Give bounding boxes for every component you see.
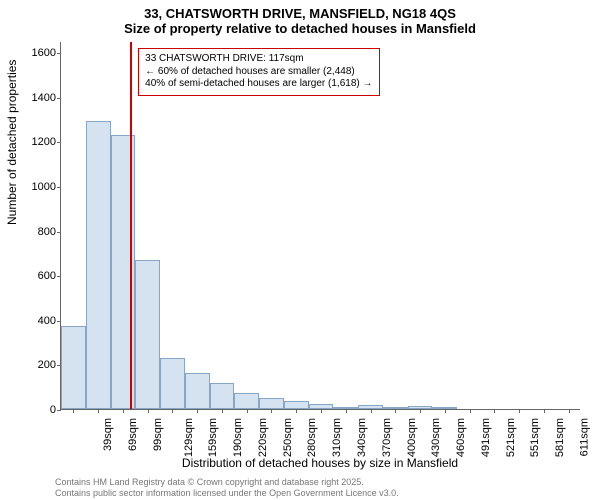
histogram-bar: [259, 398, 284, 409]
x-tick: [222, 409, 223, 413]
histogram-bar: [135, 260, 160, 409]
x-tick: [123, 409, 124, 413]
x-tick: [98, 409, 99, 413]
x-tick-label: 69sqm: [127, 418, 139, 451]
x-tick-label: 430sqm: [430, 418, 442, 457]
x-tick: [271, 409, 272, 413]
x-tick: [569, 409, 570, 413]
histogram-bar: [160, 358, 185, 409]
y-axis-label: Number of detached properties: [5, 60, 19, 225]
x-tick-label: 190sqm: [232, 418, 244, 457]
footer-attribution: Contains HM Land Registry data © Crown c…: [55, 477, 399, 498]
chart-container: 33, CHATSWORTH DRIVE, MANSFIELD, NG18 4Q…: [0, 0, 600, 500]
x-tick: [321, 409, 322, 413]
y-tick: [57, 232, 61, 233]
y-tick-label: 400: [38, 315, 56, 327]
x-tick: [247, 409, 248, 413]
callout-box: 33 CHATSWORTH DRIVE: 117sqm← 60% of deta…: [138, 48, 379, 96]
histogram-bar: [86, 121, 111, 409]
histogram-bar: [210, 383, 235, 409]
x-tick: [73, 409, 74, 413]
y-tick: [57, 410, 61, 411]
y-tick-label: 200: [38, 359, 56, 371]
x-tick-label: 491sqm: [480, 418, 492, 457]
footer-line-2: Contains public sector information licen…: [55, 488, 399, 498]
x-tick: [420, 409, 421, 413]
x-tick-label: 220sqm: [257, 418, 269, 457]
plot-area: 33 CHATSWORTH DRIVE: 117sqm← 60% of deta…: [60, 42, 580, 410]
y-tick: [57, 321, 61, 322]
x-tick-label: 280sqm: [307, 418, 319, 457]
y-tick-label: 1600: [32, 47, 56, 59]
y-tick: [57, 142, 61, 143]
x-tick: [544, 409, 545, 413]
y-tick: [57, 187, 61, 188]
x-tick: [197, 409, 198, 413]
x-tick-label: 99sqm: [152, 418, 164, 451]
x-tick-label: 310sqm: [331, 418, 343, 457]
x-axis-label: Distribution of detached houses by size …: [60, 456, 580, 470]
x-tick-label: 370sqm: [381, 418, 393, 457]
x-tick: [470, 409, 471, 413]
y-tick-label: 1200: [32, 136, 56, 148]
y-tick-label: 1400: [32, 92, 56, 104]
x-tick: [371, 409, 372, 413]
title-line-2: Size of property relative to detached ho…: [0, 21, 600, 36]
y-tick: [57, 53, 61, 54]
title-line-1: 33, CHATSWORTH DRIVE, MANSFIELD, NG18 4Q…: [0, 6, 600, 21]
callout-line2: ← 60% of detached houses are smaller (2,…: [145, 66, 372, 79]
x-tick-label: 581sqm: [554, 418, 566, 457]
x-tick-label: 250sqm: [282, 418, 294, 457]
x-tick: [296, 409, 297, 413]
callout-line3: 40% of semi-detached houses are larger (…: [145, 78, 372, 91]
x-tick-label: 129sqm: [183, 418, 195, 457]
x-tick: [445, 409, 446, 413]
x-tick: [395, 409, 396, 413]
histogram-bar: [185, 373, 210, 409]
x-tick-label: 39sqm: [102, 418, 114, 451]
callout-line1: 33 CHATSWORTH DRIVE: 117sqm: [145, 53, 372, 66]
x-tick-label: 340sqm: [356, 418, 368, 457]
y-tick-label: 1000: [32, 181, 56, 193]
x-tick-label: 460sqm: [455, 418, 467, 457]
x-tick-label: 521sqm: [505, 418, 517, 457]
x-tick: [172, 409, 173, 413]
histogram-bar: [284, 401, 309, 409]
y-tick-label: 600: [38, 270, 56, 282]
marker-line: [130, 42, 132, 409]
x-tick-label: 551sqm: [529, 418, 541, 457]
y-tick-label: 0: [50, 404, 56, 416]
x-tick: [346, 409, 347, 413]
x-tick: [519, 409, 520, 413]
footer-line-1: Contains HM Land Registry data © Crown c…: [55, 477, 399, 487]
y-tick: [57, 276, 61, 277]
x-tick: [148, 409, 149, 413]
chart-title: 33, CHATSWORTH DRIVE, MANSFIELD, NG18 4Q…: [0, 0, 600, 36]
y-tick: [57, 98, 61, 99]
histogram-bar: [61, 326, 86, 409]
histogram-bar: [234, 393, 259, 409]
x-tick-label: 159sqm: [208, 418, 220, 457]
x-tick: [494, 409, 495, 413]
x-tick-label: 611sqm: [578, 418, 590, 456]
x-tick-label: 400sqm: [406, 418, 418, 457]
y-tick-label: 800: [38, 226, 56, 238]
